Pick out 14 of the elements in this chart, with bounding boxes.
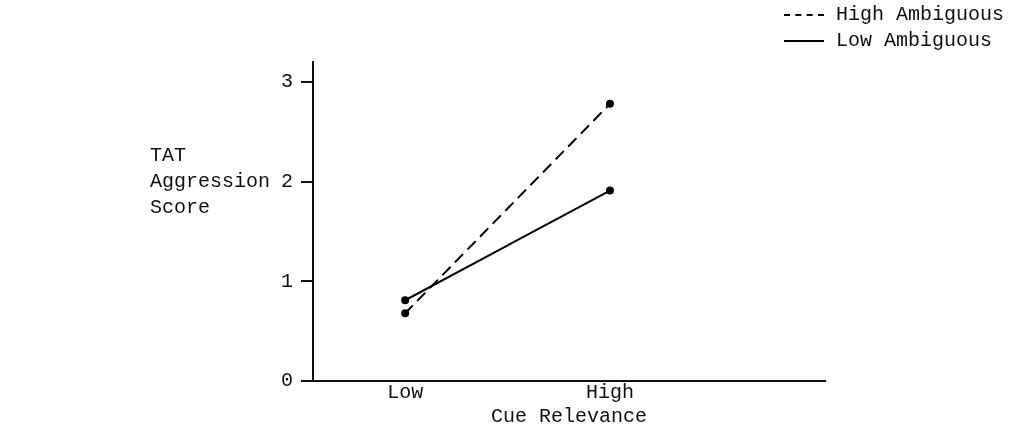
legend-label: Low Ambiguous xyxy=(835,28,992,54)
legend-label: High Ambiguous xyxy=(835,2,1004,28)
y-tick-label: 3 xyxy=(280,70,293,94)
y-tick-label: 2 xyxy=(280,169,293,193)
point xyxy=(401,296,410,305)
y-tick-label: 1 xyxy=(280,269,293,293)
x-tick-label: High xyxy=(585,381,634,405)
point xyxy=(605,186,614,195)
x-tick-label: Low xyxy=(387,381,424,405)
y-tick-label: 0 xyxy=(280,369,293,393)
y-axis-title: TAT Aggression Score xyxy=(150,143,271,221)
point xyxy=(401,309,410,318)
x-axis-title: Cue Relevance xyxy=(490,405,648,429)
point xyxy=(605,99,614,108)
